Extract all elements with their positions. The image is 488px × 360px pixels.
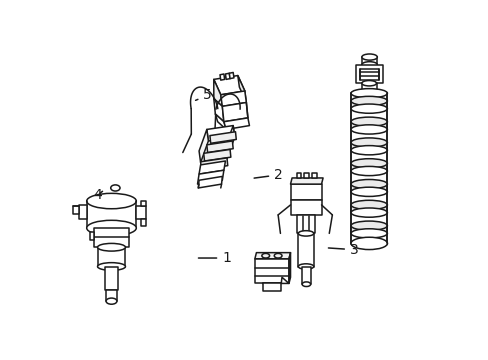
Polygon shape [350, 93, 386, 243]
Ellipse shape [97, 263, 125, 270]
Polygon shape [136, 206, 146, 219]
Polygon shape [350, 122, 386, 130]
Ellipse shape [302, 282, 310, 287]
Ellipse shape [350, 208, 386, 217]
Polygon shape [288, 253, 290, 283]
Ellipse shape [350, 104, 386, 113]
Ellipse shape [361, 62, 377, 68]
Ellipse shape [361, 91, 376, 96]
Polygon shape [141, 201, 146, 206]
Polygon shape [90, 232, 94, 239]
Ellipse shape [350, 125, 386, 134]
Polygon shape [302, 266, 310, 284]
Polygon shape [350, 205, 386, 213]
Polygon shape [224, 118, 249, 130]
Ellipse shape [86, 193, 136, 209]
Polygon shape [350, 101, 386, 109]
Polygon shape [225, 73, 230, 80]
Polygon shape [200, 158, 227, 170]
Polygon shape [361, 83, 376, 93]
Ellipse shape [350, 96, 386, 105]
Polygon shape [296, 215, 315, 233]
Ellipse shape [106, 298, 117, 304]
Ellipse shape [350, 237, 386, 249]
Polygon shape [220, 91, 246, 106]
Polygon shape [141, 219, 146, 226]
Polygon shape [215, 114, 226, 130]
Ellipse shape [350, 239, 386, 248]
Ellipse shape [261, 253, 269, 258]
Polygon shape [350, 163, 386, 171]
Polygon shape [246, 103, 247, 118]
Polygon shape [296, 173, 301, 178]
Ellipse shape [350, 159, 386, 168]
Polygon shape [359, 69, 378, 80]
Polygon shape [94, 228, 128, 247]
Polygon shape [79, 205, 86, 219]
Polygon shape [290, 184, 321, 199]
Polygon shape [222, 103, 247, 122]
Ellipse shape [350, 117, 386, 126]
Ellipse shape [361, 81, 376, 86]
Polygon shape [203, 149, 230, 161]
Polygon shape [350, 184, 386, 192]
Ellipse shape [350, 166, 386, 176]
Ellipse shape [350, 221, 386, 230]
Polygon shape [229, 72, 233, 78]
Polygon shape [206, 141, 233, 153]
Ellipse shape [350, 187, 386, 197]
Polygon shape [199, 130, 208, 163]
Polygon shape [355, 65, 382, 83]
Polygon shape [225, 126, 234, 159]
Text: 2: 2 [254, 168, 282, 182]
Polygon shape [106, 289, 117, 301]
Polygon shape [304, 173, 308, 178]
Polygon shape [290, 178, 323, 184]
Ellipse shape [350, 180, 386, 189]
Polygon shape [262, 283, 281, 291]
Polygon shape [206, 126, 234, 141]
Ellipse shape [298, 264, 313, 269]
Ellipse shape [350, 200, 386, 210]
Polygon shape [220, 74, 224, 80]
Polygon shape [198, 176, 222, 188]
Polygon shape [209, 132, 236, 143]
Polygon shape [298, 233, 313, 266]
Polygon shape [237, 76, 246, 103]
Ellipse shape [350, 145, 386, 155]
Polygon shape [197, 170, 224, 184]
Ellipse shape [86, 220, 136, 236]
Polygon shape [104, 266, 118, 289]
Polygon shape [290, 199, 321, 215]
Polygon shape [213, 76, 244, 95]
Polygon shape [262, 277, 288, 283]
Polygon shape [97, 247, 125, 266]
Polygon shape [311, 173, 316, 178]
Text: 5: 5 [195, 88, 212, 102]
Polygon shape [199, 161, 225, 174]
Polygon shape [361, 57, 377, 65]
Ellipse shape [274, 253, 282, 258]
Ellipse shape [350, 229, 386, 238]
Polygon shape [213, 80, 222, 106]
Ellipse shape [298, 231, 313, 236]
Text: 3: 3 [328, 243, 358, 257]
Polygon shape [73, 206, 79, 214]
Ellipse shape [110, 185, 120, 191]
Text: 4: 4 [93, 188, 102, 202]
Ellipse shape [350, 89, 386, 98]
Ellipse shape [97, 243, 125, 251]
Polygon shape [213, 99, 224, 122]
Polygon shape [254, 253, 290, 259]
Polygon shape [254, 259, 288, 283]
Text: 1: 1 [198, 251, 231, 265]
Polygon shape [350, 226, 386, 233]
Ellipse shape [350, 138, 386, 147]
Polygon shape [350, 143, 386, 150]
Ellipse shape [361, 54, 377, 60]
